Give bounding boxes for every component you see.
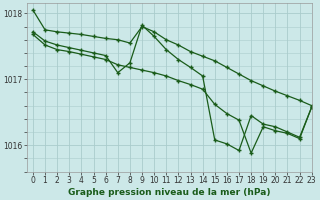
X-axis label: Graphe pression niveau de la mer (hPa): Graphe pression niveau de la mer (hPa): [68, 188, 270, 197]
